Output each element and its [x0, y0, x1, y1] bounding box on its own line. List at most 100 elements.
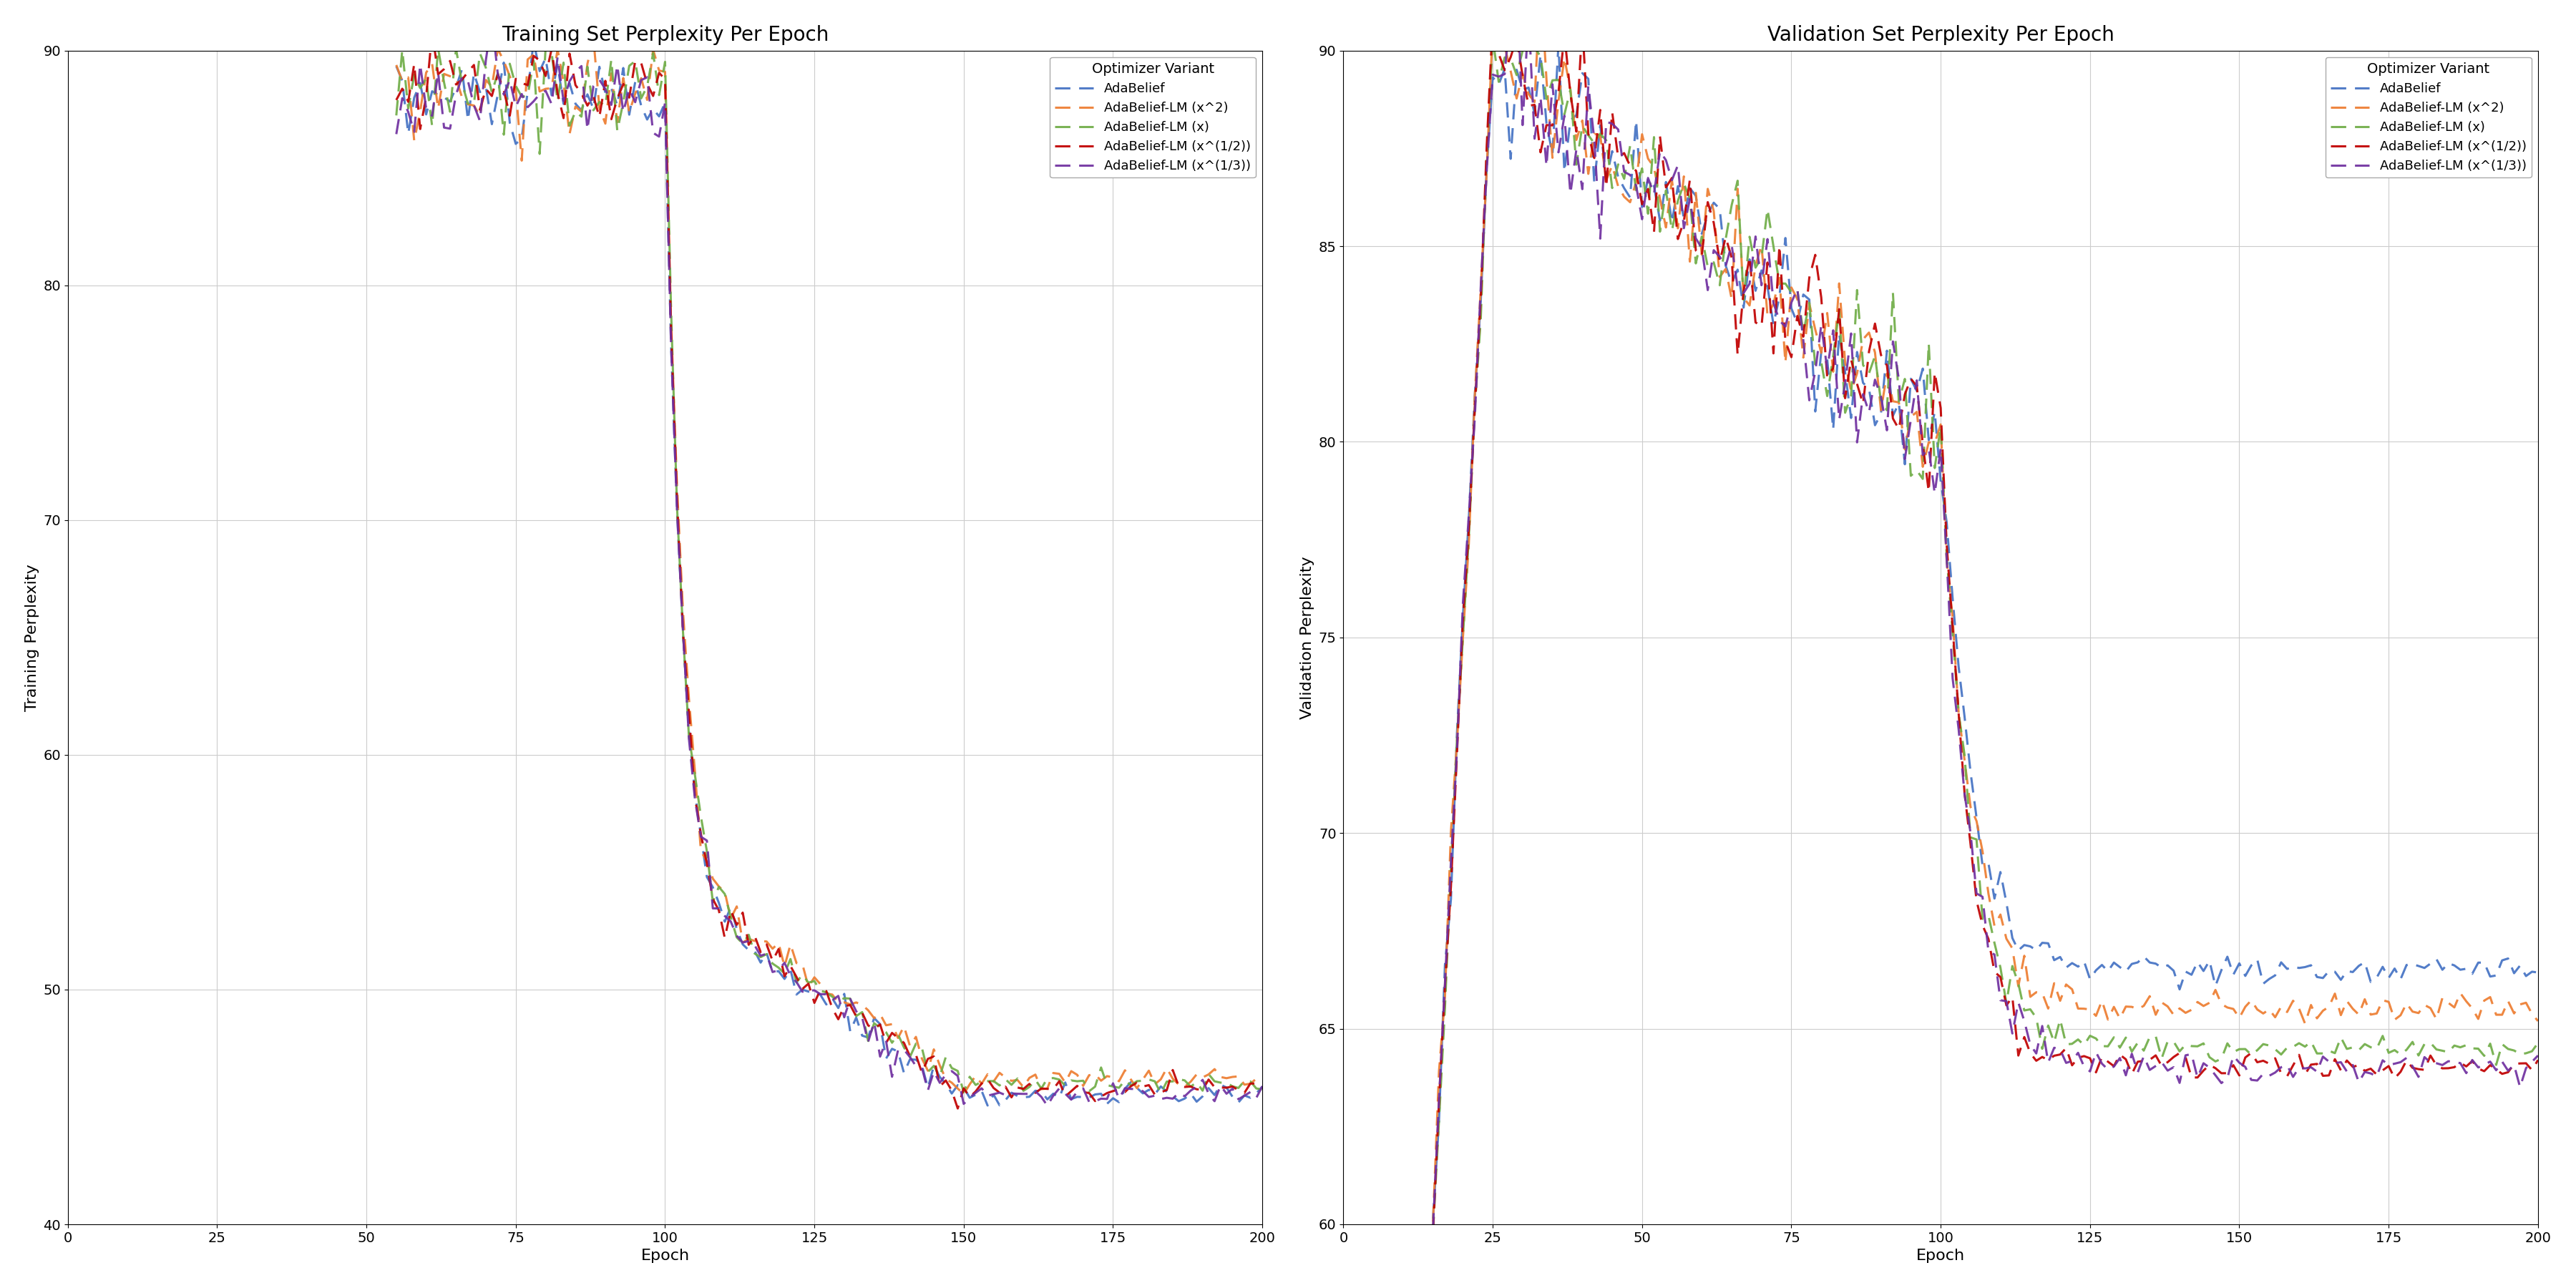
AdaBelief-LM (x^(1/2)) [2267, 1065, 2298, 1081]
AdaBelief-LM (x^2) [1247, 1068, 1278, 1083]
AdaBelief-LM (x^2) [577, 30, 608, 45]
AdaBelief-LM (x^(1/3)) [1592, 113, 1623, 129]
AdaBelief-LM (x^2) [1592, 173, 1623, 188]
AdaBelief-LM (x^(1/3)) [1950, 787, 1981, 802]
AdaBelief-LM (x^(1/2)) [894, 1048, 925, 1064]
Line: AdaBelief-LM (x): AdaBelief-LM (x) [397, 48, 1262, 1094]
AdaBelief-LM (x^(1/3)) [1247, 1078, 1278, 1094]
AdaBelief [381, 58, 412, 73]
AdaBelief-LM (x^(1/3)) [822, 988, 853, 1003]
AdaBelief-LM (x^(1/3)) [595, 97, 626, 112]
AdaBelief-LM (x) [381, 108, 412, 124]
AdaBelief-LM (x^2) [894, 1038, 925, 1054]
AdaBelief-LM (x^(1/3)) [2522, 1048, 2553, 1064]
Y-axis label: Validation Perplexity: Validation Perplexity [1301, 556, 1314, 719]
AdaBelief-LM (x^2) [1950, 752, 1981, 768]
AdaBelief-LM (x^(1/2)) [1476, 13, 1507, 28]
AdaBelief [1417, 1211, 1448, 1226]
Legend: AdaBelief, AdaBelief-LM (x^2), AdaBelief-LM (x), AdaBelief-LM (x^(1/2)), AdaBeli: AdaBelief, AdaBelief-LM (x^2), AdaBelief… [1051, 57, 1257, 178]
Line: AdaBelief-LM (x^(1/2)): AdaBelief-LM (x^(1/2)) [397, 32, 1262, 1109]
AdaBelief-LM (x^2) [1417, 1215, 1448, 1230]
AdaBelief-LM (x^2) [2110, 998, 2141, 1014]
Line: AdaBelief-LM (x^(1/3)): AdaBelief-LM (x^(1/3)) [397, 19, 1262, 1106]
AdaBelief-LM (x) [2063, 1032, 2094, 1047]
Title: Training Set Perplexity Per Epoch: Training Set Perplexity Per Epoch [502, 24, 829, 45]
AdaBelief [2439, 958, 2470, 974]
AdaBelief-LM (x^(1/2)) [595, 112, 626, 128]
Line: AdaBelief: AdaBelief [397, 41, 1262, 1105]
AdaBelief-LM (x) [1592, 133, 1623, 148]
AdaBelief-LM (x^2) [2439, 999, 2470, 1015]
Line: AdaBelief-LM (x^2): AdaBelief-LM (x^2) [1432, 0, 2537, 1222]
AdaBelief-LM (x^2) [381, 57, 412, 72]
AdaBelief-LM (x^(1/3)) [381, 126, 412, 142]
AdaBelief-LM (x^(1/3)) [1417, 1221, 1448, 1236]
AdaBelief [971, 1097, 1002, 1113]
AdaBelief-LM (x^(1/3)) [631, 70, 662, 85]
AdaBelief-LM (x^(1/2)) [603, 91, 634, 107]
Legend: AdaBelief, AdaBelief-LM (x^2), AdaBelief-LM (x), AdaBelief-LM (x^(1/2)), AdaBeli: AdaBelief, AdaBelief-LM (x^2), AdaBelief… [2326, 57, 2532, 178]
AdaBelief [822, 1001, 853, 1016]
AdaBelief-LM (x^(1/2)) [631, 76, 662, 91]
AdaBelief-LM (x^(1/2)) [2063, 1050, 2094, 1065]
Y-axis label: Training Perplexity: Training Perplexity [26, 564, 39, 711]
X-axis label: Epoch: Epoch [641, 1249, 690, 1264]
AdaBelief [2522, 965, 2553, 980]
AdaBelief [482, 86, 513, 102]
AdaBelief-LM (x^(1/2)) [1417, 1225, 1448, 1240]
Line: AdaBelief-LM (x^2): AdaBelief-LM (x^2) [397, 37, 1262, 1094]
AdaBelief-LM (x) [894, 1050, 925, 1065]
AdaBelief-LM (x^(1/3)) [603, 58, 634, 73]
AdaBelief-LM (x) [1950, 747, 1981, 762]
AdaBelief-LM (x^(1/2)) [2110, 1051, 2141, 1066]
AdaBelief-LM (x^(1/2)) [822, 1011, 853, 1027]
AdaBelief [1592, 171, 1623, 187]
AdaBelief-LM (x) [595, 52, 626, 67]
AdaBelief [1543, 37, 1574, 53]
AdaBelief-LM (x) [482, 66, 513, 81]
Line: AdaBelief: AdaBelief [1432, 45, 2537, 1218]
AdaBelief-LM (x) [603, 124, 634, 139]
AdaBelief-LM (x) [822, 993, 853, 1009]
AdaBelief-LM (x^(1/2)) [943, 1101, 974, 1117]
Title: Validation Set Perplexity Per Epoch: Validation Set Perplexity Per Epoch [1767, 24, 2115, 45]
AdaBelief-LM (x) [1512, 22, 1543, 37]
AdaBelief [518, 33, 549, 49]
AdaBelief-LM (x^(1/2)) [2439, 1060, 2470, 1075]
AdaBelief-LM (x^2) [948, 1086, 979, 1101]
AdaBelief-LM (x^(1/2)) [2522, 1052, 2553, 1068]
AdaBelief-LM (x) [531, 40, 562, 55]
AdaBelief [2110, 963, 2141, 979]
AdaBelief-LM (x^(1/3)) [894, 1050, 925, 1065]
X-axis label: Epoch: Epoch [1917, 1249, 1965, 1264]
Line: AdaBelief-LM (x^(1/3)): AdaBelief-LM (x^(1/3)) [1432, 0, 2537, 1229]
AdaBelief-LM (x^(1/2)) [1247, 1077, 1278, 1092]
AdaBelief [595, 80, 626, 95]
AdaBelief-LM (x) [1417, 1224, 1448, 1239]
AdaBelief [894, 1052, 925, 1068]
AdaBelief-LM (x^2) [603, 115, 634, 130]
Line: AdaBelief-LM (x): AdaBelief-LM (x) [1432, 30, 2537, 1231]
Line: AdaBelief-LM (x^(1/2)): AdaBelief-LM (x^(1/2)) [1432, 21, 2537, 1233]
AdaBelief-LM (x^2) [631, 93, 662, 108]
AdaBelief [603, 98, 634, 113]
AdaBelief-LM (x) [1247, 1082, 1278, 1097]
AdaBelief-LM (x^2) [482, 41, 513, 57]
AdaBelief-LM (x^(1/2)) [1592, 179, 1623, 194]
AdaBelief-LM (x^(1/3)) [489, 86, 520, 102]
AdaBelief-LM (x^(1/2)) [1950, 786, 1981, 801]
AdaBelief-LM (x) [631, 79, 662, 94]
AdaBelief-LM (x^(1/3)) [1033, 1099, 1064, 1114]
AdaBelief-LM (x^(1/2)) [417, 24, 448, 40]
AdaBelief-LM (x) [2439, 1038, 2470, 1054]
AdaBelief-LM (x^(1/3)) [2110, 1068, 2141, 1083]
AdaBelief-LM (x^(1/3)) [2439, 1055, 2470, 1070]
AdaBelief-LM (x^2) [2522, 1014, 2553, 1029]
AdaBelief-LM (x^(1/3)) [2267, 1060, 2298, 1075]
AdaBelief-LM (x) [2522, 1036, 2553, 1051]
AdaBelief-LM (x) [2267, 1047, 2298, 1063]
AdaBelief-LM (x^2) [2063, 1001, 2094, 1016]
AdaBelief [1247, 1079, 1278, 1095]
AdaBelief-LM (x^2) [2267, 999, 2298, 1015]
AdaBelief-LM (x^(1/3)) [477, 12, 507, 27]
